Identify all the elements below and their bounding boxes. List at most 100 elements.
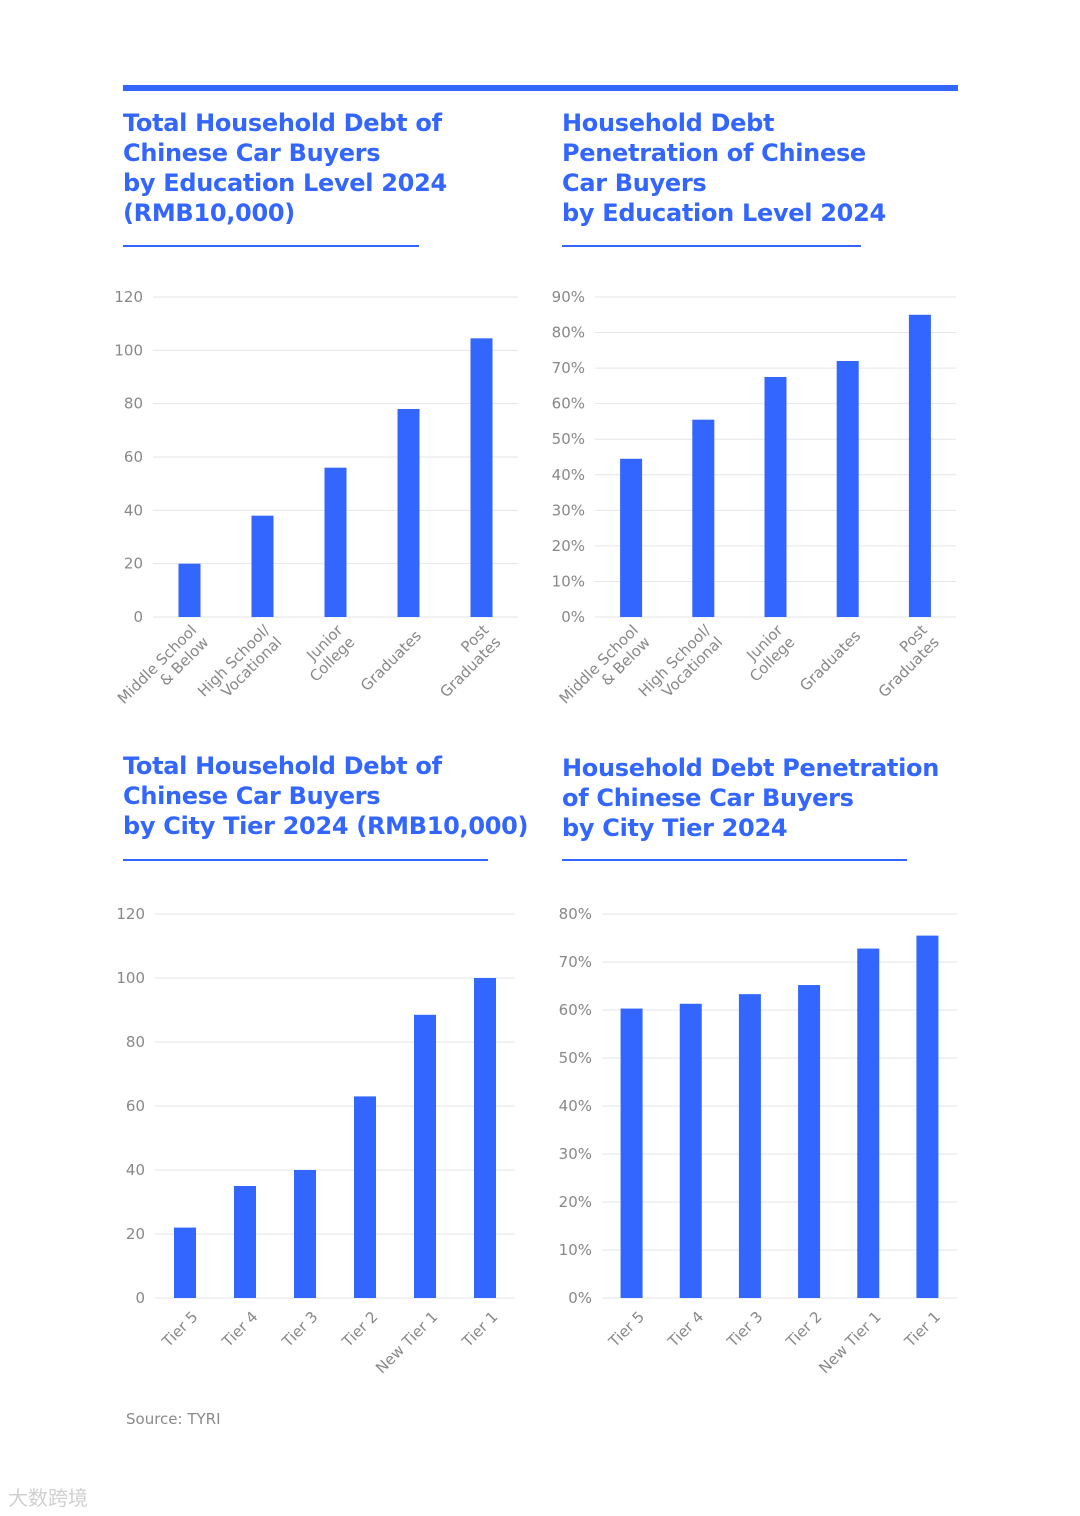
x-tick-label-line: Tier 2 [782,1308,826,1352]
y-tick-label: 0 [133,608,143,626]
x-tick-label: Middle School& Below [114,621,212,719]
chart-1-title-line: Total Household Debt of [123,109,442,137]
bar [294,1170,316,1298]
y-tick-label: 60% [552,395,585,413]
chart-4-title-line: by City Tier 2024 [562,814,788,842]
bar [620,1008,643,1298]
chart-1-title-underline [123,245,419,247]
watermark-logo: 大数跨境 [8,1486,88,1510]
bar [174,1227,196,1298]
y-tick-label: 80% [552,324,585,342]
y-tick-label: 60 [124,448,143,466]
chart-4-city-penetration: 0% 10% 20% 30% 40% 50% 60% 70% 80% Tier 5 Tier 4 Ti… [559,905,957,1377]
bar [178,563,201,617]
y-tick-label: 50% [552,430,585,448]
bar [620,458,643,617]
y-tick-label: 40% [559,1097,592,1115]
x-tick-label-line: Tier 3 [723,1308,767,1352]
y-tick-label: 10% [559,1241,592,1259]
bar [470,338,493,617]
y-tick-label: 0% [561,608,585,626]
x-tick-label: PostGraduates [863,621,943,701]
chart-1-title-line: Chinese Car Buyers [123,139,381,167]
chart-3-title-line: Chinese Car Buyers [123,782,381,810]
y-tick-label: 60 [126,1097,145,1115]
y-tick-label: 0 [135,1289,145,1307]
y-tick-label: 70% [552,359,585,377]
x-tick-label-line: Graduates [357,627,425,695]
x-tick-label-line: Tier 1 [458,1308,502,1352]
chart-2-title-line: by Education Level 2024 [562,199,886,227]
x-tick-label: High School/Vocational [635,620,727,712]
x-tick-label-line: Graduates [796,627,864,695]
y-tick-label: 50% [559,1049,592,1067]
bar [908,314,931,617]
y-tick-label: 10% [552,572,585,590]
y-tick-label: 20% [559,1193,592,1211]
chart-3-title-line: Total Household Debt of [123,752,442,780]
y-tick-label: 20 [124,555,143,573]
x-tick-label: New Tier 1 [815,1308,884,1377]
chart-3-title-underline [123,859,488,861]
x-tick-label-line: Tier 3 [278,1308,322,1352]
y-tick-label: 80 [126,1033,145,1051]
x-tick-label: Tier 1 [900,1308,944,1352]
chart-2-title-line: Penetration of Chinese [562,139,866,167]
x-tick-label-line: Tier 4 [664,1308,708,1352]
x-tick-label-line: New Tier 1 [815,1308,884,1377]
chart-4-title-line: of Chinese Car Buyers [562,784,854,812]
chart-2-title-line: Car Buyers [562,169,707,197]
y-tick-label: 60% [559,1001,592,1019]
y-tick-label: 100 [116,969,145,987]
y-tick-label: 100 [114,341,143,359]
x-tick-label: New Tier 1 [372,1308,441,1377]
y-tick-label: 20% [552,537,585,555]
x-tick-label-line: Tier 5 [605,1308,649,1352]
y-tick-label: 120 [116,905,145,923]
chart-2-title-underline [562,245,861,247]
bar [798,985,821,1298]
bar [764,377,787,617]
chart-2-title: Household Debt Penetration of Chinese Ca… [562,108,886,228]
chart-2-education-penetration: 0% 10% 20% 30% 40% 50% 60% 70% 80% 90% Middle Scho… [552,288,956,719]
x-tick-label-line: Tier 4 [218,1308,262,1352]
bar [324,467,347,617]
y-tick-label: 20 [126,1225,145,1243]
bar [738,994,761,1298]
y-tick-label: 120 [114,288,143,306]
chart-3-title: Total Household Debt of Chinese Car Buye… [123,751,529,841]
x-tick-label: Graduates [796,627,864,695]
y-tick-label: 40 [124,501,143,519]
chart-1-title: Total Household Debt of Chinese Car Buye… [123,108,447,228]
x-tick-label: Tier 2 [338,1308,382,1352]
chart-3-city-debt: 0 20 40 60 80 100 120 Tier 5 Tier 4 Tier 3 Tier 2N… [116,905,515,1377]
y-tick-label: 70% [559,953,592,971]
y-tick-label: 80 [124,395,143,413]
bar [857,948,880,1298]
x-tick-label-line: Tier 2 [338,1308,382,1352]
x-tick-label: Tier 3 [723,1308,767,1352]
x-tick-label: JuniorCollege [294,621,359,686]
x-tick-label: Tier 3 [278,1308,322,1352]
bar [916,935,939,1298]
bar [414,1014,436,1298]
y-tick-label: 80% [559,905,592,923]
bar [354,1096,376,1298]
bar [251,515,274,617]
bar [474,978,496,1298]
x-tick-label: JuniorCollege [734,621,799,686]
source-note: Source: TYRI [126,1410,221,1428]
x-tick-label-line: Tier 1 [900,1308,944,1352]
x-tick-label: PostGraduates [424,621,504,701]
y-tick-label: 30% [559,1145,592,1163]
x-tick-label-line: New Tier 1 [372,1308,441,1377]
y-tick-label: 90% [552,288,585,306]
chart-1-title-line: (RMB10,000) [123,199,295,227]
chart-4-title-underline [562,859,907,861]
chart-4-title: Household Debt Penetration of Chinese Ca… [562,753,939,843]
x-tick-label-line: Tier 5 [158,1308,202,1352]
x-tick-label: Tier 4 [664,1308,708,1352]
x-tick-label: Middle School& Below [556,621,654,719]
bar [397,409,420,617]
chart-4-title-line: Household Debt Penetration [562,754,939,782]
